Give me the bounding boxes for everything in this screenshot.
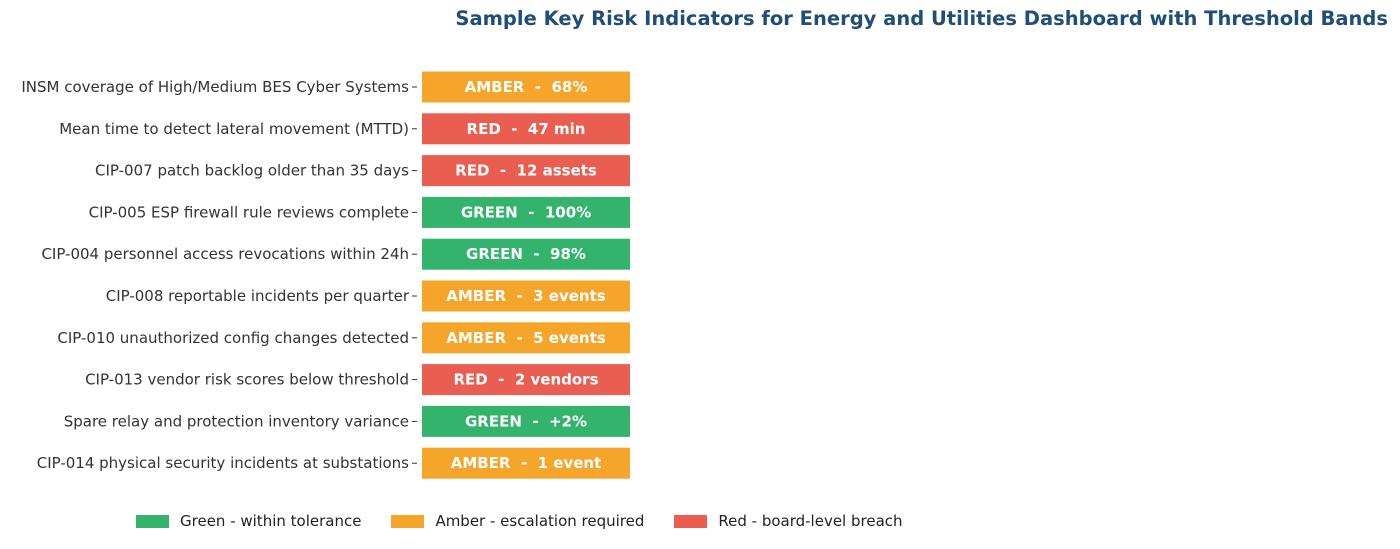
kri-label: CIP-014 physical security incidents at s… <box>37 454 409 472</box>
kri-status-value: RED - 2 vendors <box>453 371 598 389</box>
kri-label: INSM coverage of High/Medium BES Cyber S… <box>21 78 409 96</box>
legend-swatch <box>674 514 708 528</box>
kri-row: CIP-013 vendor risk scores below thresho… <box>85 364 630 396</box>
kri-label: CIP-005 ESP firewall rule reviews comple… <box>89 203 409 221</box>
legend-item: Green - within tolerance <box>136 512 361 530</box>
kri-status-value: AMBER - 1 event <box>451 454 602 472</box>
chart-legend: Green - within tolerance Amber - escalati… <box>136 512 933 530</box>
kri-row: CIP-010 unauthorized config changes dete… <box>57 322 630 354</box>
kri-row: INSM coverage of High/Medium BES Cyber S… <box>21 71 630 103</box>
kri-label: Mean time to detect lateral movement (MT… <box>59 120 409 138</box>
kri-row: Mean time to detect lateral movement (MT… <box>59 113 630 145</box>
kri-row: CIP-005 ESP firewall rule reviews comple… <box>89 196 630 228</box>
kri-status-value: AMBER - 5 events <box>446 329 606 347</box>
kri-status-value: GREEN - +2% <box>465 412 587 430</box>
kri-status-value: GREEN - 100% <box>461 203 591 221</box>
kri-row: Spare relay and protection inventory var… <box>64 405 630 437</box>
legend-item: Amber - escalation required <box>391 512 644 530</box>
kri-label: CIP-013 vendor risk scores below thresho… <box>85 371 409 389</box>
kri-label: CIP-008 reportable incidents per quarter <box>106 287 410 305</box>
kri-status-box <box>422 113 630 145</box>
kri-status-box <box>422 447 630 479</box>
chart-title: Sample Key Risk Indicators for Energy an… <box>455 7 1388 30</box>
legend-swatch <box>136 514 169 528</box>
kri-label: CIP-004 personnel access revocations wit… <box>41 245 409 263</box>
legend-swatch <box>391 514 425 528</box>
kri-status-value: AMBER - 3 events <box>446 287 606 305</box>
kri-status-box <box>422 71 630 103</box>
kri-row: CIP-007 patch backlog older than 35 days… <box>95 155 630 187</box>
kri-status-value: RED - 47 min <box>467 120 586 138</box>
legend-label: Amber - escalation required <box>435 512 645 530</box>
kri-status-box <box>422 238 630 270</box>
kri-status-box <box>422 155 630 187</box>
kri-row: CIP-008 reportable incidents per quarter… <box>106 280 630 312</box>
kri-status-box <box>422 280 630 312</box>
kri-row: CIP-014 physical security incidents at s… <box>37 447 630 479</box>
kri-status-box <box>422 322 630 354</box>
legend-label: Green - within tolerance <box>180 512 362 530</box>
kri-status-value: AMBER - 68% <box>465 78 588 96</box>
kri-status-value: GREEN - 98% <box>466 245 586 263</box>
kri-status-box <box>422 364 630 396</box>
legend-item: Red - board-level breach <box>674 512 903 530</box>
kri-status-box <box>422 405 630 437</box>
kri-label: CIP-010 unauthorized config changes dete… <box>57 329 409 347</box>
kri-status-box <box>422 196 630 228</box>
kri-status-value: RED - 12 assets <box>455 162 597 180</box>
kri-label: CIP-007 patch backlog older than 35 days <box>95 162 409 180</box>
legend-label: Red - board-level breach <box>718 512 903 530</box>
kri-label: Spare relay and protection inventory var… <box>64 412 409 430</box>
kri-row: CIP-004 personnel access revocations wit… <box>41 238 630 270</box>
